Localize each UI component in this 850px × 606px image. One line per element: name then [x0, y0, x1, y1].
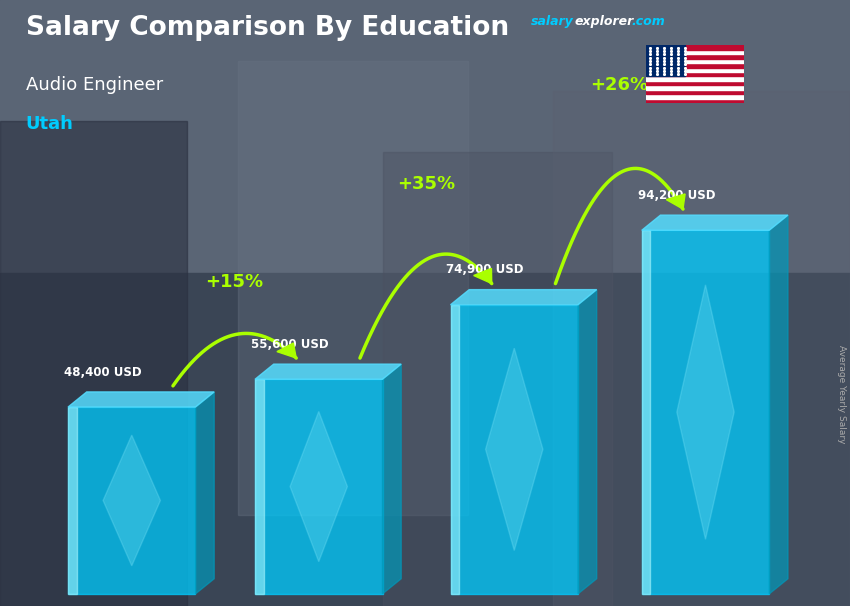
Polygon shape — [255, 379, 264, 594]
Polygon shape — [277, 343, 296, 358]
Bar — [646, 55, 744, 59]
Polygon shape — [450, 305, 578, 594]
Polygon shape — [0, 121, 187, 606]
Polygon shape — [642, 230, 650, 594]
Bar — [646, 85, 744, 90]
Text: Average Yearly Salary: Average Yearly Salary — [836, 345, 846, 443]
Text: .com: .com — [632, 15, 666, 28]
Bar — [646, 45, 685, 76]
Text: Salary Comparison By Education: Salary Comparison By Education — [26, 15, 508, 41]
Polygon shape — [578, 290, 597, 594]
Bar — [646, 45, 744, 50]
Text: +15%: +15% — [206, 273, 264, 291]
Bar — [646, 99, 744, 103]
Text: 94,200 USD: 94,200 USD — [638, 189, 715, 202]
Text: salary: salary — [531, 15, 574, 28]
Polygon shape — [0, 0, 850, 273]
Polygon shape — [68, 407, 76, 594]
Bar — [646, 76, 744, 81]
Polygon shape — [255, 379, 382, 594]
Polygon shape — [196, 392, 214, 594]
Polygon shape — [382, 152, 612, 606]
Text: +26%: +26% — [590, 76, 649, 94]
Polygon shape — [473, 268, 491, 284]
Bar — [646, 72, 744, 76]
Bar — [646, 81, 744, 85]
Polygon shape — [255, 364, 401, 379]
Text: +35%: +35% — [397, 175, 455, 193]
Polygon shape — [769, 215, 788, 594]
Polygon shape — [450, 290, 597, 305]
Text: explorer: explorer — [575, 15, 634, 28]
Polygon shape — [450, 305, 459, 594]
Polygon shape — [552, 91, 850, 606]
Polygon shape — [0, 273, 850, 606]
Polygon shape — [642, 215, 788, 230]
Polygon shape — [238, 61, 468, 515]
Bar — [646, 94, 744, 99]
Polygon shape — [103, 435, 161, 566]
Polygon shape — [68, 407, 196, 594]
Text: 74,900 USD: 74,900 USD — [446, 263, 524, 276]
Polygon shape — [68, 392, 214, 407]
Polygon shape — [666, 194, 685, 209]
Bar — [646, 68, 744, 72]
Text: Audio Engineer: Audio Engineer — [26, 76, 162, 94]
Text: Utah: Utah — [26, 115, 73, 133]
Polygon shape — [642, 230, 769, 594]
Text: 55,600 USD: 55,600 USD — [251, 338, 328, 351]
Text: 48,400 USD: 48,400 USD — [64, 365, 141, 379]
Bar — [646, 50, 744, 55]
Polygon shape — [677, 285, 734, 539]
Polygon shape — [290, 411, 348, 562]
Polygon shape — [485, 348, 543, 550]
Bar — [646, 90, 744, 94]
Polygon shape — [382, 364, 401, 594]
Bar — [646, 59, 744, 63]
Bar — [646, 63, 744, 68]
